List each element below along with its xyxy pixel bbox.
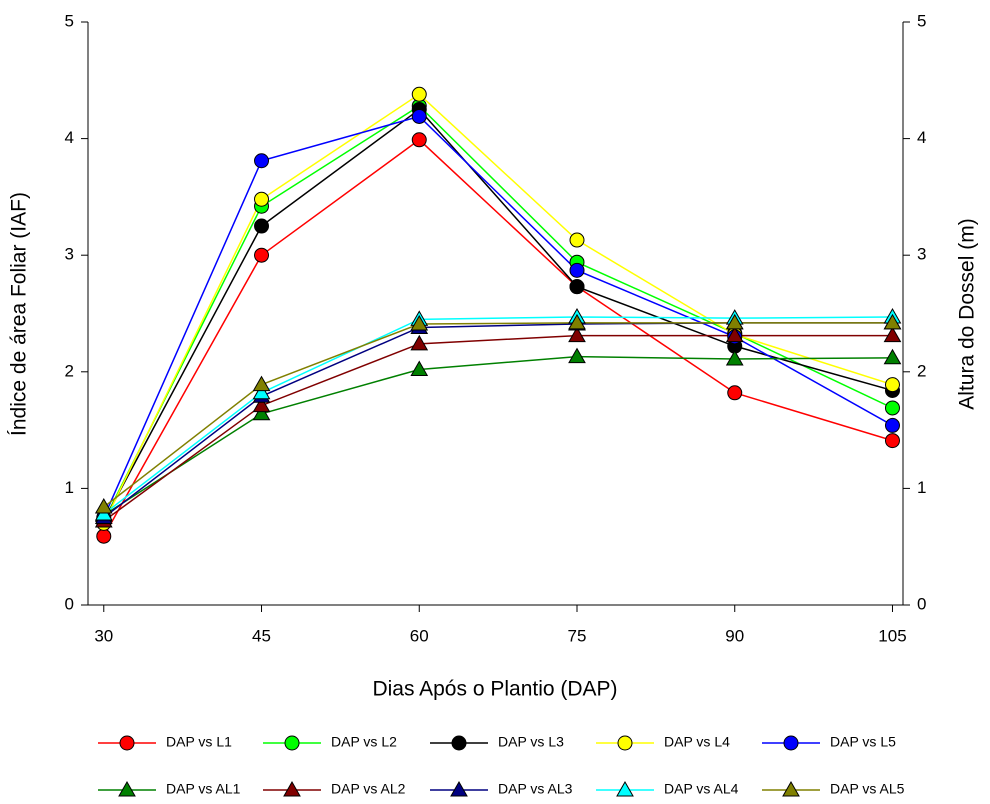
legend-label: DAP vs AL2: [331, 781, 406, 797]
marker: [884, 433, 900, 449]
y2-tick-label: 0: [917, 594, 926, 613]
marker: [883, 313, 902, 330]
series-line: [103, 334, 893, 522]
x-tick-label: 75: [568, 626, 587, 645]
legend-label: DAP vs L2: [331, 734, 397, 750]
x-tick-label: 60: [410, 626, 429, 645]
y-tick-label: 4: [65, 128, 74, 147]
x-axis-label: Dias Após o Plantio (DAP): [372, 678, 617, 701]
marker: [254, 191, 270, 207]
y-tick-label: 2: [65, 361, 74, 380]
legend-label: DAP vs L1: [166, 734, 232, 750]
series-line: [103, 108, 893, 522]
marker: [254, 218, 270, 234]
marker: [252, 375, 271, 392]
marker: [883, 348, 902, 365]
marker: [411, 132, 427, 148]
marker: [727, 385, 743, 401]
legend-marker: [283, 780, 301, 797]
x-tick-label: 105: [878, 626, 906, 645]
marker: [725, 349, 744, 366]
x-tick-label: 30: [94, 626, 113, 645]
y2-tick-label: 5: [917, 11, 926, 30]
marker: [96, 528, 112, 544]
legend-label: DAP vs AL5: [830, 781, 905, 797]
y2-tick-label: 1: [917, 478, 926, 497]
marker: [411, 108, 427, 124]
y-tick-label: 5: [65, 11, 74, 30]
marker: [884, 377, 900, 393]
marker: [254, 247, 270, 263]
marker: [569, 262, 585, 278]
series-line: [103, 93, 893, 524]
marker: [569, 279, 585, 295]
y-tick-label: 0: [65, 594, 74, 613]
marker: [252, 404, 271, 421]
legend-label: DAP vs L3: [498, 734, 564, 750]
legend-marker: [451, 735, 467, 751]
x-tick-label: 90: [725, 626, 744, 645]
legend-marker: [450, 780, 468, 797]
legend-marker: [782, 780, 800, 797]
legend-label: DAP vs AL4: [664, 781, 739, 797]
y2-tick-label: 3: [917, 245, 926, 264]
marker: [568, 347, 586, 364]
legend-label: DAP vs L4: [664, 734, 730, 750]
marker: [410, 360, 429, 376]
legend-marker: [284, 735, 300, 751]
series-line: [103, 115, 893, 518]
legend-marker: [118, 780, 136, 797]
marker: [725, 313, 744, 330]
legend-label: DAP vs AL3: [498, 781, 573, 797]
x-tick-label: 45: [252, 626, 271, 645]
legend-marker: [616, 780, 634, 797]
y2-tick-label: 2: [917, 361, 926, 380]
series-line: [103, 316, 893, 515]
marker: [568, 326, 586, 343]
series-line: [103, 104, 893, 522]
marker: [411, 86, 427, 102]
marker: [569, 232, 585, 248]
marker: [883, 326, 902, 343]
marker: [884, 400, 900, 416]
marker: [254, 153, 270, 169]
series-line: [103, 138, 893, 537]
y-tick-label: 3: [65, 245, 74, 264]
legend-label: DAP vs L5: [830, 734, 896, 750]
y-tick-label: 1: [65, 478, 74, 497]
series-line: [103, 355, 893, 516]
marker: [568, 313, 586, 330]
legend-marker: [617, 735, 633, 751]
y2-tick-label: 4: [917, 128, 926, 147]
marker: [725, 326, 744, 343]
legend-marker: [783, 735, 799, 751]
y2-axis-label: Altura do Dossel (m): [956, 218, 979, 409]
marker: [884, 417, 900, 433]
legend-label: DAP vs AL1: [166, 781, 241, 797]
legend-marker: [119, 735, 135, 751]
y-axis-label: Índice de área Foliar (IAF): [8, 192, 31, 436]
marker: [252, 396, 271, 413]
marker: [94, 498, 113, 514]
marker: [410, 334, 429, 351]
series-line: [103, 322, 893, 508]
marker: [410, 314, 429, 331]
marker: [252, 383, 271, 400]
